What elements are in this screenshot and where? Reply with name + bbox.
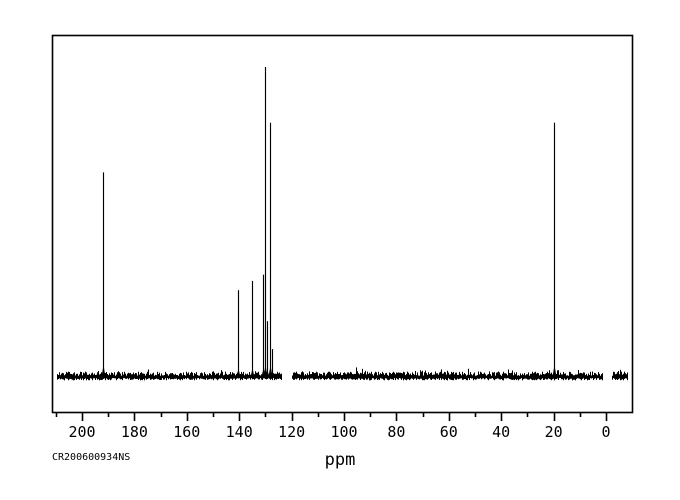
peak-foot xyxy=(236,368,241,378)
spectrum-peak xyxy=(101,172,106,378)
axis-tick-label: 20 xyxy=(544,423,563,441)
axis-tick-label: 160 xyxy=(173,423,201,441)
peak-foot xyxy=(250,368,255,378)
axis-ticks xyxy=(55,412,608,421)
peak-foot xyxy=(265,370,270,378)
axis-tick-label: 120 xyxy=(278,423,306,441)
axis-tick-label: 200 xyxy=(68,423,96,441)
spectrum-peak xyxy=(250,280,255,378)
spectrum-peak xyxy=(270,349,275,378)
axis-tick-label: 80 xyxy=(387,423,406,441)
axis-tick-label: 60 xyxy=(439,423,458,441)
axis-tick-label: 100 xyxy=(330,423,358,441)
sample-id-label: CR200600934NS xyxy=(52,452,131,463)
plot-frame xyxy=(51,34,634,414)
spectrum-peak xyxy=(552,122,557,378)
spectrum-peak xyxy=(236,290,241,378)
peak-foot xyxy=(552,365,557,378)
axis-tick-label: 0 xyxy=(601,423,611,441)
axis-tick-label: 180 xyxy=(120,423,148,441)
peak-foot xyxy=(270,371,275,378)
axis-unit-label: ppm xyxy=(324,450,356,470)
plot-border xyxy=(51,34,634,414)
axis-tick-label: 40 xyxy=(492,423,511,441)
axis-tick-label: 140 xyxy=(225,423,253,441)
spectrum-trace xyxy=(57,67,628,381)
spectrum-peak xyxy=(265,321,270,378)
peak-foot xyxy=(101,365,106,378)
